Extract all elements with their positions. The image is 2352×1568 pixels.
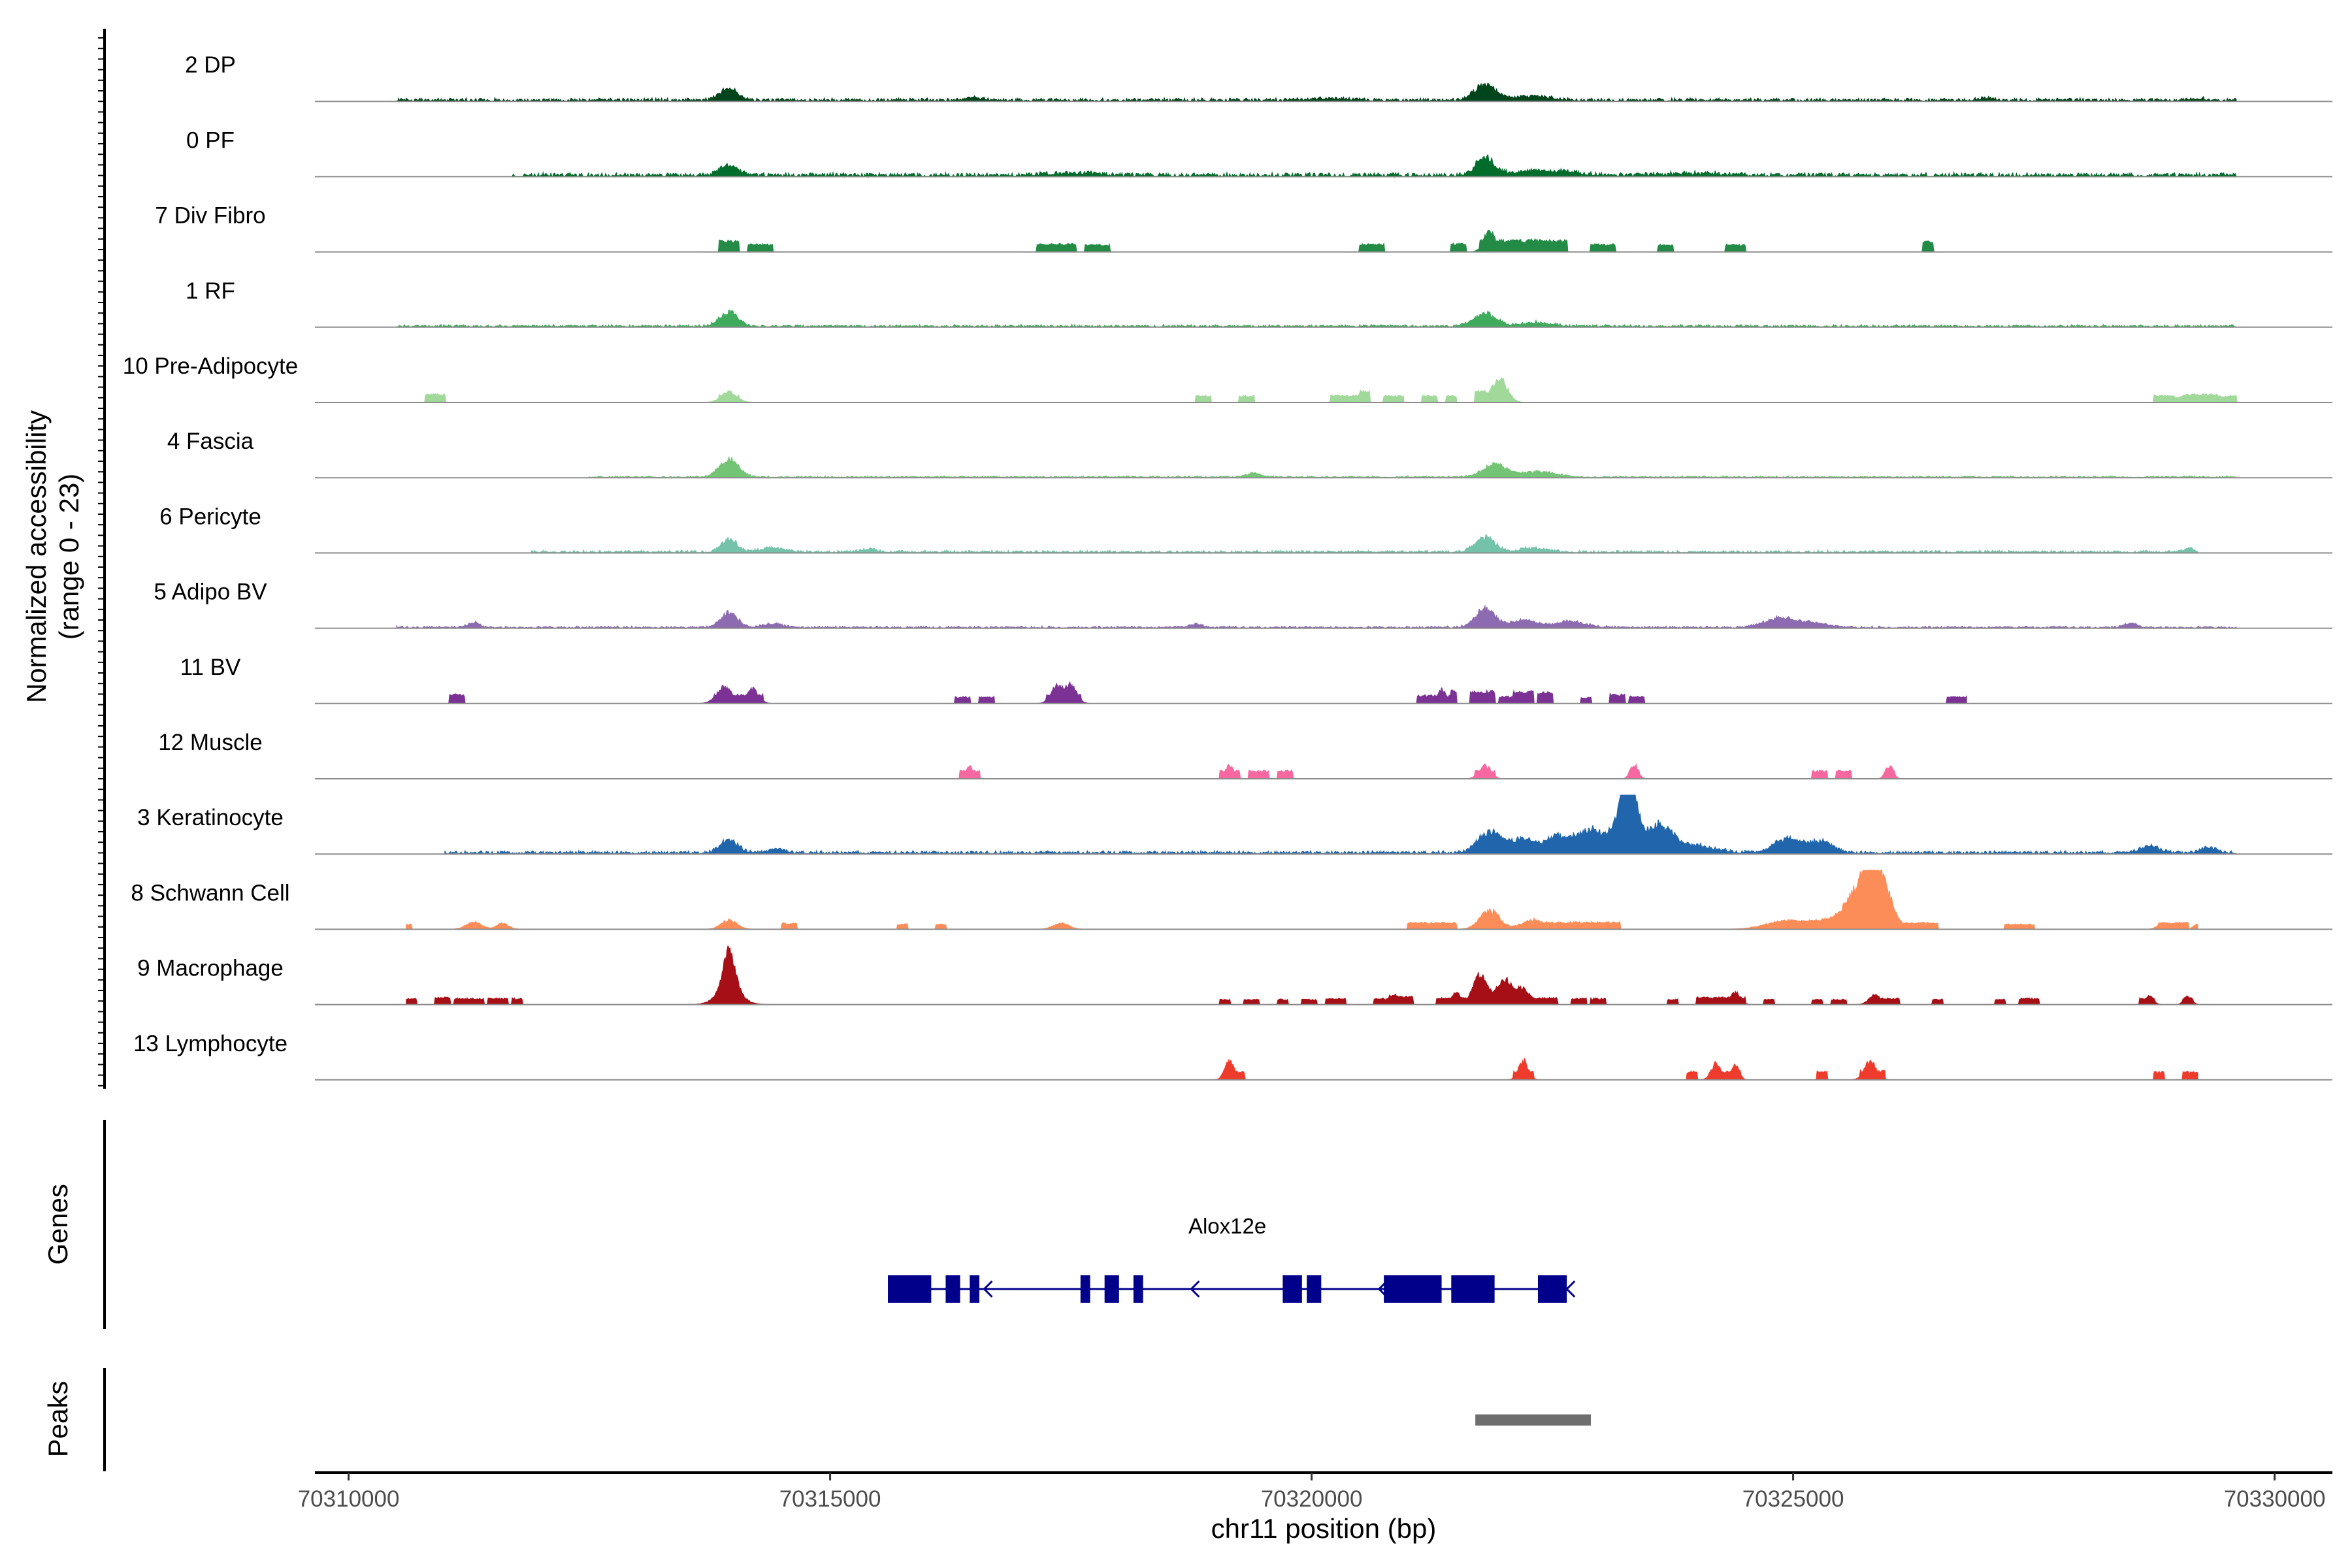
- coverage-area: [695, 229, 1938, 253]
- x-tick-label: 70325000: [1742, 1486, 1844, 1512]
- track-label: 4 Fascia: [167, 429, 254, 454]
- track-label: 5 Adipo BV: [154, 580, 267, 605]
- track-0-pf: 0 PF: [186, 127, 2332, 178]
- y-axis-label-line1: Normalized accessibility: [21, 410, 52, 703]
- peaks-panel-label: Peaks: [42, 1381, 73, 1458]
- track-4-fascia: 4 Fascia: [167, 429, 2332, 479]
- track-3-keratinocyte: 3 Keratinocyte: [137, 794, 2332, 855]
- track-13-lymphocyte: 13 Lymphocyte: [133, 1031, 2332, 1081]
- coverage-area: [406, 945, 2198, 1005]
- track-label: 2 DP: [185, 52, 236, 78]
- track-label: 10 Pre-Adipocyte: [123, 353, 298, 379]
- gene-exon: [888, 1275, 932, 1303]
- track-10-pre-adipocyte: 10 Pre-Adipocyte: [123, 353, 2332, 403]
- peaks-panel: Peaks: [42, 1368, 1592, 1471]
- y-axis-label-line2: (range 0 - 23): [54, 474, 84, 640]
- gene-exon: [1537, 1275, 1567, 1303]
- gene-strand-arrow: [1190, 1280, 1200, 1298]
- gene-model: [888, 1275, 1576, 1303]
- gene-exon: [1451, 1275, 1495, 1303]
- track-label: 3 Keratinocyte: [137, 805, 284, 830]
- gene-label: Alox12e: [1188, 1214, 1266, 1238]
- coverage-area: [589, 456, 2237, 479]
- x-axis: 70310000 70315000 70320000 70325000 70330000: [298, 1471, 2332, 1512]
- track-2-dp: 2 DP: [185, 52, 2332, 103]
- gene-exon: [1282, 1275, 1302, 1303]
- coverage-area: [397, 376, 2246, 403]
- coverage-area: [396, 604, 2237, 629]
- coverage-area: [435, 681, 1967, 704]
- x-tick-label: 70320000: [1261, 1486, 1363, 1512]
- gene-exon: [970, 1275, 980, 1303]
- track-6-pericyte: 6 Pericyte: [159, 504, 2332, 554]
- track-9-macrophage: 9 Macrophage: [137, 945, 2332, 1005]
- coverage-axis: [98, 29, 106, 1089]
- track-5-adipo-bv: 5 Adipo BV: [154, 580, 2332, 629]
- coverage-area: [444, 794, 2237, 855]
- gene-strand-arrow: [983, 1280, 993, 1298]
- peak-regions: [1475, 1414, 1592, 1426]
- track-7-div-fibro: 7 Div Fibro: [155, 203, 2332, 253]
- y-axis-label: Normalized accessibility (range 0 - 23): [21, 410, 84, 703]
- gene-exon: [1384, 1275, 1442, 1303]
- track-label: 1 RF: [186, 278, 235, 304]
- gene-exon: [1307, 1275, 1322, 1303]
- gene-exon: [1080, 1275, 1090, 1303]
- coverage-area: [955, 762, 1900, 779]
- gene-exon: [945, 1275, 960, 1303]
- track-label: 8 Schwann Cell: [131, 880, 289, 906]
- gene-exon: [1133, 1275, 1143, 1303]
- x-tick-label: 70330000: [2224, 1486, 2326, 1512]
- coverage-area: [531, 534, 2198, 554]
- coverage-tracks: 2 DP 0 PF 7 Div Fibro 1 RF 10 Pre-Adipocyte 4…: [123, 52, 2332, 1081]
- gene-strand-arrow: [1377, 1280, 1388, 1298]
- track-1-rf: 1 RF: [186, 278, 2332, 329]
- peak-region: [1475, 1414, 1592, 1426]
- track-label: 7 Div Fibro: [155, 203, 265, 229]
- x-tick-label: 70310000: [298, 1486, 400, 1512]
- coverage-area: [406, 870, 2198, 930]
- track-label: 0 PF: [186, 127, 235, 153]
- track-8-schwann-cell: 8 Schwann Cell: [131, 870, 2332, 930]
- gene-strand-arrow: [1565, 1280, 1576, 1298]
- track-11-bv: 11 BV: [180, 655, 2332, 704]
- coverage-area: [396, 82, 2237, 103]
- track-label: 11 BV: [180, 655, 241, 680]
- x-tick-label: 70315000: [779, 1486, 881, 1512]
- x-axis-label: chr11 position (bp): [1211, 1513, 1437, 1544]
- track-label: 12 Muscle: [158, 730, 263, 755]
- coverage-area: [1215, 1057, 2198, 1081]
- gene-exon: [1104, 1275, 1119, 1303]
- coverage-area: [512, 154, 2237, 178]
- coverage-area: [396, 309, 2237, 329]
- track-label: 13 Lymphocyte: [133, 1031, 287, 1056]
- track-12-muscle: 12 Muscle: [158, 730, 2332, 779]
- genes-panel: Genes Alox12e: [42, 1120, 1576, 1329]
- track-label: 9 Macrophage: [137, 956, 284, 981]
- track-label: 6 Pericyte: [159, 504, 261, 529]
- genes-panel-label: Genes: [42, 1184, 73, 1265]
